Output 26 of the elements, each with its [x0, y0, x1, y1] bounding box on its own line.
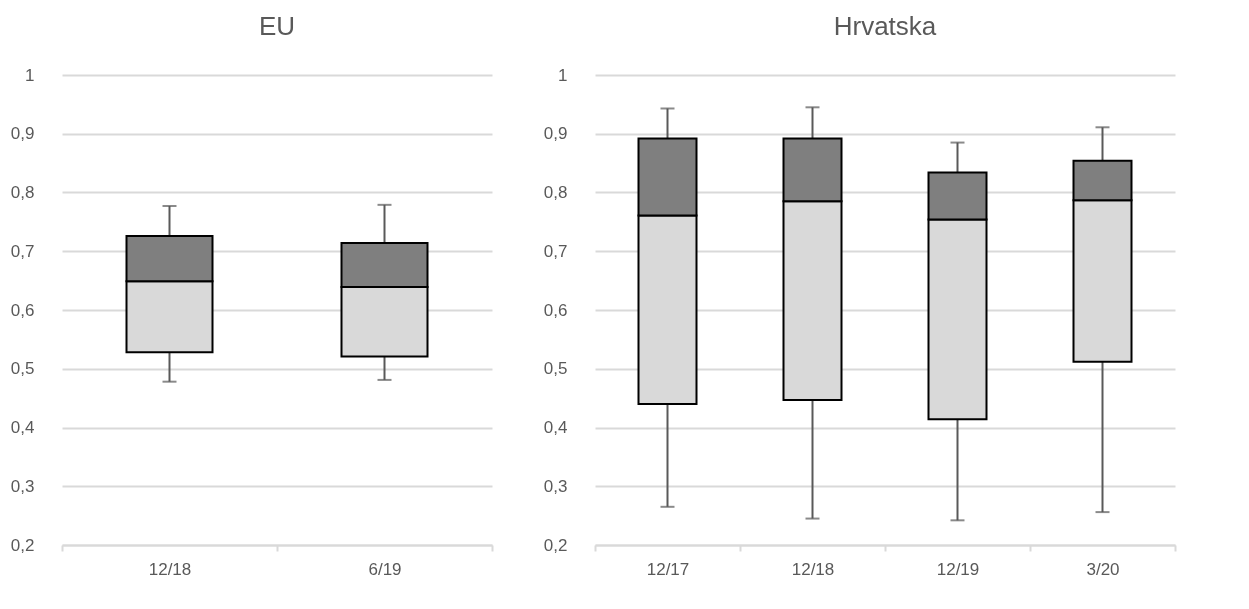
y-tick-label: 0,2	[10, 535, 35, 555]
x-tick-label: 12/18	[791, 559, 835, 579]
y-tick-label: 0,4	[543, 418, 568, 437]
y-tick-label: 0,9	[10, 124, 35, 144]
chart-title: EU	[258, 11, 296, 41]
y-tick-label: 0,5	[543, 359, 568, 379]
y-tick-label: 0,9	[543, 124, 568, 144]
y-tick-label: 1	[25, 65, 35, 85]
chart-title: Hrvatska	[833, 11, 937, 41]
x-tick-label: 12/17	[646, 559, 690, 579]
x-tick-label: 12/19	[936, 559, 980, 579]
y-tick-label: 0,7	[543, 241, 568, 261]
y-tick-label: 0,6	[10, 300, 35, 320]
y-tick-label: 0,5	[10, 359, 35, 379]
y-tick-label: 0,4	[10, 418, 35, 437]
y-tick-label: 0,6	[543, 300, 568, 320]
x-tick-label: 12/18	[148, 559, 192, 579]
y-tick-label: 0,2	[543, 535, 568, 555]
y-tick-label: 0,3	[543, 476, 568, 496]
x-tick-label: 6/19	[368, 559, 402, 579]
y-tick-label: 0,8	[10, 183, 35, 202]
y-tick-label: 0,7	[10, 241, 35, 261]
x-tick-label: 3/20	[1086, 559, 1120, 579]
y-tick-label: 1	[558, 65, 568, 85]
y-tick-label: 0,3	[10, 476, 35, 496]
y-tick-label: 0,8	[543, 183, 568, 202]
